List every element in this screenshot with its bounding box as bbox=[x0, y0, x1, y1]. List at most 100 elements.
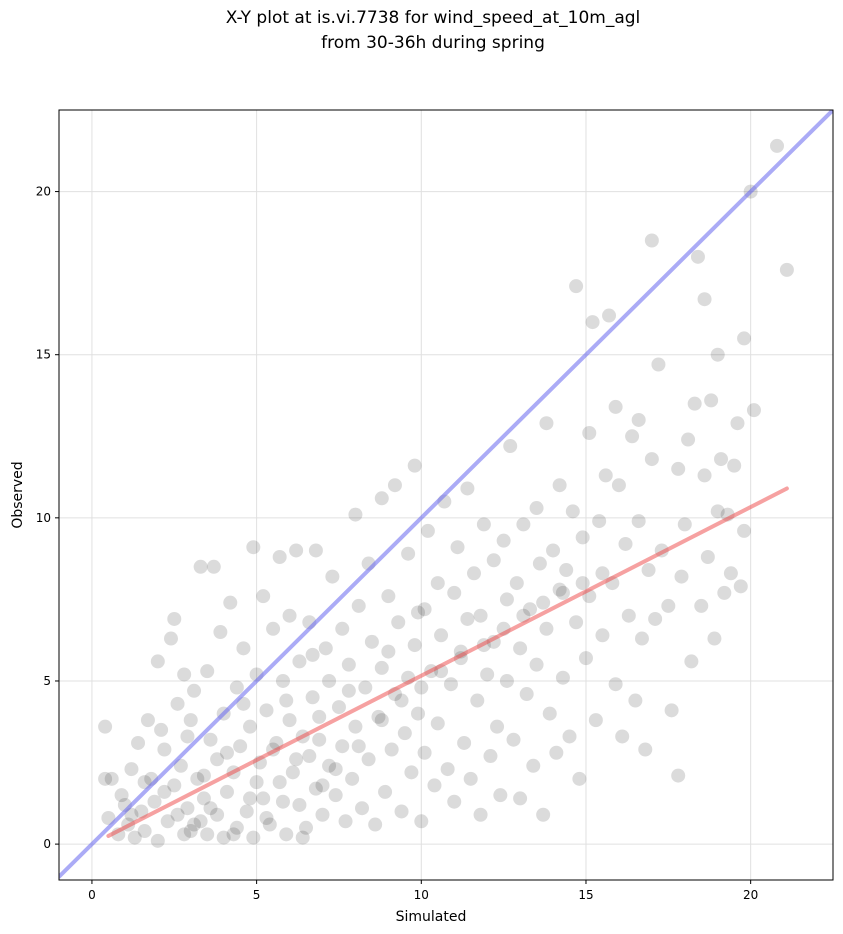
x-tick-label: 10 bbox=[414, 888, 429, 902]
data-point bbox=[700, 549, 715, 564]
data-point bbox=[315, 778, 330, 793]
ticks-layer: 0 5 10 15 20 0 5 10 15 20 bbox=[36, 185, 759, 902]
data-point bbox=[578, 651, 593, 666]
data-point bbox=[555, 670, 570, 685]
data-point bbox=[243, 791, 258, 806]
data-point bbox=[374, 491, 389, 506]
data-point bbox=[671, 768, 686, 783]
data-point bbox=[124, 762, 139, 777]
data-point bbox=[305, 690, 320, 705]
data-point bbox=[364, 634, 379, 649]
y-tick-label: 10 bbox=[36, 511, 51, 525]
data-point bbox=[292, 654, 307, 669]
x-tick-label: 15 bbox=[578, 888, 593, 902]
data-point bbox=[325, 569, 340, 584]
data-point bbox=[229, 820, 244, 835]
x-tick-label: 0 bbox=[88, 888, 96, 902]
data-point bbox=[602, 308, 617, 323]
data-point bbox=[322, 758, 337, 773]
data-point bbox=[193, 814, 208, 829]
data-point bbox=[368, 817, 383, 832]
data-point bbox=[697, 292, 712, 307]
data-point bbox=[411, 605, 426, 620]
data-point bbox=[203, 801, 218, 816]
data-point bbox=[401, 546, 416, 561]
data-point bbox=[717, 585, 732, 600]
data-point bbox=[779, 262, 794, 277]
data-point bbox=[450, 540, 465, 555]
data-point bbox=[499, 673, 514, 688]
data-point bbox=[628, 693, 643, 708]
data-point bbox=[154, 722, 169, 737]
data-point bbox=[150, 833, 165, 848]
data-point bbox=[173, 758, 188, 773]
data-point bbox=[466, 566, 481, 581]
data-point bbox=[104, 771, 119, 786]
data-point bbox=[262, 817, 277, 832]
data-point bbox=[407, 458, 422, 473]
data-point bbox=[279, 693, 294, 708]
data-point bbox=[341, 683, 356, 698]
data-point bbox=[124, 807, 139, 822]
data-point bbox=[414, 814, 429, 829]
data-point bbox=[608, 677, 623, 692]
y-tick-label: 15 bbox=[36, 348, 51, 362]
data-point bbox=[575, 530, 590, 545]
data-point bbox=[259, 703, 274, 718]
data-point bbox=[536, 807, 551, 822]
data-point bbox=[493, 788, 508, 803]
data-point bbox=[542, 706, 557, 721]
data-point bbox=[167, 778, 182, 793]
data-point bbox=[506, 732, 521, 747]
data-point bbox=[559, 563, 574, 578]
data-point bbox=[213, 625, 228, 640]
data-point bbox=[312, 709, 327, 724]
data-point bbox=[98, 771, 113, 786]
plot-frame bbox=[58, 109, 834, 881]
data-point bbox=[648, 611, 663, 626]
data-point bbox=[562, 729, 577, 744]
data-point bbox=[140, 713, 155, 728]
data-point bbox=[486, 553, 501, 568]
data-point bbox=[285, 765, 300, 780]
data-point bbox=[193, 559, 208, 574]
data-point bbox=[625, 429, 640, 444]
data-point bbox=[499, 592, 514, 607]
x-axis-label: Simulated bbox=[396, 909, 467, 925]
data-point bbox=[575, 576, 590, 591]
data-point bbox=[420, 523, 435, 538]
data-point bbox=[355, 801, 370, 816]
data-point bbox=[621, 608, 636, 623]
data-point bbox=[341, 657, 356, 672]
data-point bbox=[671, 461, 686, 476]
data-point bbox=[746, 403, 761, 418]
data-point bbox=[434, 628, 449, 643]
data-point bbox=[282, 608, 297, 623]
data-point bbox=[127, 830, 142, 845]
data-point bbox=[490, 719, 505, 734]
data-point bbox=[677, 517, 692, 532]
data-point bbox=[697, 468, 712, 483]
data-point bbox=[513, 641, 528, 656]
x-tick-label: 20 bbox=[743, 888, 758, 902]
data-point bbox=[200, 664, 215, 679]
data-point bbox=[394, 693, 409, 708]
lines-layer bbox=[59, 110, 833, 879]
data-point bbox=[351, 598, 366, 613]
data-point bbox=[226, 827, 241, 842]
data-point bbox=[216, 830, 231, 845]
data-point bbox=[381, 589, 396, 604]
data-point bbox=[335, 621, 350, 636]
data-point bbox=[644, 233, 659, 248]
data-point bbox=[180, 729, 195, 744]
data-point bbox=[470, 693, 485, 708]
data-point bbox=[611, 478, 626, 493]
data-point bbox=[539, 621, 554, 636]
data-point bbox=[219, 745, 234, 760]
data-point bbox=[378, 784, 393, 799]
data-point bbox=[463, 771, 478, 786]
data-point bbox=[569, 279, 584, 294]
data-point bbox=[404, 765, 419, 780]
y-tick-label: 0 bbox=[43, 837, 51, 851]
data-point bbox=[595, 628, 610, 643]
